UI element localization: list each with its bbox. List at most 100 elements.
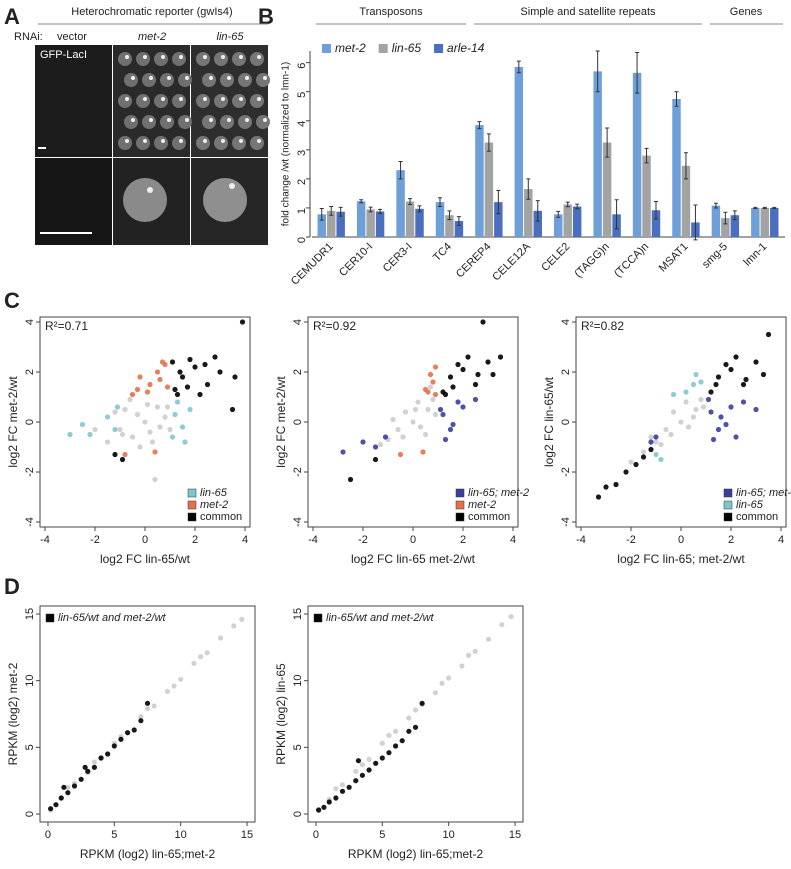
point	[111, 743, 117, 749]
bar	[751, 207, 760, 237]
point	[58, 795, 64, 801]
annotation: R²=0.82	[581, 319, 624, 333]
point	[460, 366, 466, 373]
point	[147, 429, 153, 435]
y-tick-label: 6	[296, 63, 308, 69]
point	[437, 406, 444, 413]
point	[85, 768, 91, 774]
legend-swatch	[434, 44, 444, 53]
focus	[263, 118, 267, 122]
y-tick-label: 1	[296, 208, 308, 214]
point	[475, 371, 481, 378]
y-axis-label: RPKM (log2) met-2	[6, 662, 20, 765]
bar	[514, 66, 524, 237]
point	[164, 404, 171, 410]
x-tick-label: 5	[111, 829, 117, 841]
point	[663, 426, 669, 433]
point	[698, 379, 704, 385]
x-tick-label: CELE12A	[490, 240, 533, 283]
error-bar	[408, 198, 413, 205]
nucleus	[154, 94, 168, 108]
point	[212, 354, 218, 360]
point	[152, 476, 158, 483]
bar	[375, 211, 385, 237]
point	[53, 802, 59, 808]
point	[648, 446, 654, 453]
error-bar	[713, 202, 718, 209]
bar	[454, 221, 464, 237]
point	[321, 804, 327, 810]
point	[465, 652, 472, 658]
nucleus	[220, 115, 234, 129]
nucleus	[118, 136, 132, 150]
focus	[263, 76, 267, 80]
point	[78, 776, 84, 782]
point	[442, 391, 449, 398]
point	[118, 736, 124, 742]
error-bar	[319, 208, 324, 221]
bar	[533, 210, 542, 237]
point	[653, 434, 659, 440]
point	[178, 676, 184, 682]
y-tick-label: 10	[24, 675, 36, 687]
point	[648, 434, 654, 440]
point	[82, 764, 88, 770]
point	[422, 431, 429, 438]
plot-frame	[39, 605, 256, 823]
legend-swatch	[313, 613, 323, 623]
group-label: Transposons	[359, 6, 423, 18]
x-tick-label: -2	[90, 534, 100, 546]
point	[154, 369, 161, 375]
point	[217, 635, 224, 641]
point	[497, 354, 504, 360]
y-tick-label: 15	[292, 608, 304, 620]
point	[422, 386, 429, 393]
nucleus	[203, 178, 247, 222]
point	[355, 758, 362, 764]
point	[359, 762, 366, 768]
nucleus	[232, 94, 246, 108]
focus	[209, 118, 213, 122]
nucleus	[214, 136, 228, 150]
point	[177, 369, 183, 375]
x-tick-label: 2	[192, 534, 198, 546]
point	[723, 421, 729, 428]
point	[753, 359, 759, 365]
point	[700, 404, 707, 410]
bar	[445, 215, 454, 237]
nucleus	[160, 73, 174, 87]
point	[98, 755, 104, 761]
point	[653, 439, 659, 445]
x-tick-label: 0	[410, 534, 416, 546]
point	[204, 381, 211, 388]
legend-label: common	[736, 511, 778, 523]
x-tick-label: CER3-I	[381, 241, 415, 275]
focus	[245, 76, 249, 80]
point	[415, 399, 421, 405]
point	[339, 782, 346, 788]
point	[229, 406, 236, 413]
error-bar	[723, 211, 728, 225]
nucleus	[178, 115, 192, 129]
point	[87, 431, 93, 438]
point	[92, 426, 98, 433]
x-axis-label: log2 FC lin-65 met-2/wt	[351, 552, 476, 566]
point	[728, 404, 734, 410]
error-bar	[674, 91, 679, 107]
focus	[179, 55, 183, 59]
y-tick-label: 5	[24, 744, 36, 750]
legend-label: lin-65; met-2	[468, 487, 529, 499]
point	[718, 414, 724, 420]
nucleus	[124, 73, 138, 87]
bar	[572, 206, 582, 237]
point	[104, 414, 111, 420]
focus	[203, 97, 207, 101]
point	[395, 426, 401, 433]
error-bar	[614, 199, 619, 230]
point	[353, 778, 359, 784]
focus	[179, 97, 183, 101]
focus	[125, 97, 129, 101]
x-tick-label: -4	[576, 534, 586, 546]
point	[402, 409, 409, 415]
